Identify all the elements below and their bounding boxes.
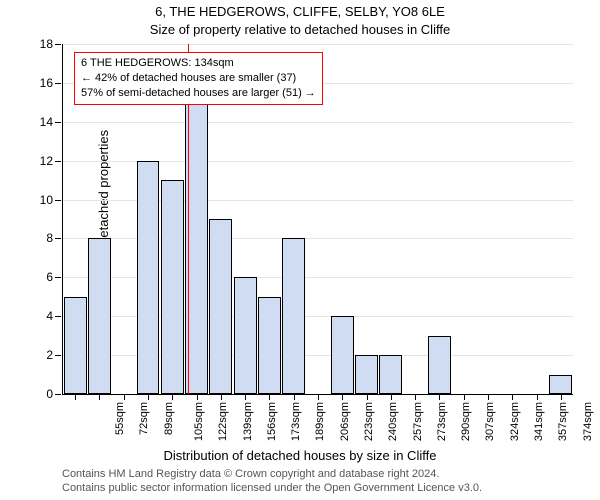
bar — [88, 238, 111, 394]
bar — [355, 355, 378, 394]
x-tick-label: 257sqm — [412, 402, 424, 441]
x-tick — [415, 394, 416, 400]
x-tick — [172, 394, 173, 400]
grid-line — [63, 44, 573, 45]
x-tick — [99, 394, 100, 400]
y-tick-label: 18 — [40, 37, 53, 51]
x-tick — [318, 394, 319, 400]
x-tick-label: 341sqm — [533, 402, 545, 441]
y-tick-label: 16 — [40, 76, 53, 90]
annotation-line: ← 42% of detached houses are smaller (37… — [81, 71, 316, 86]
bar — [209, 219, 232, 394]
footer-line-1: Contains HM Land Registry data © Crown c… — [62, 468, 439, 480]
x-tick-label: 89sqm — [163, 402, 175, 435]
x-tick-label: 122sqm — [217, 402, 229, 441]
y-tick — [55, 316, 61, 317]
x-tick-label: 324sqm — [509, 402, 521, 441]
x-tick — [464, 394, 465, 400]
bar — [161, 180, 184, 394]
y-tick-label: 2 — [46, 348, 53, 362]
y-tick — [55, 44, 61, 45]
x-tick — [245, 394, 246, 400]
x-tick — [148, 394, 149, 400]
annotation-box: 6 THE HEDGEROWS: 134sqm← 42% of detached… — [74, 52, 323, 105]
y-tick — [55, 394, 61, 395]
x-tick-label: 307sqm — [485, 402, 497, 441]
y-tick-label: 12 — [40, 154, 53, 168]
y-tick-label: 14 — [40, 115, 53, 129]
x-tick — [197, 394, 198, 400]
x-tick-label: 206sqm — [339, 402, 351, 441]
annotation-line: 57% of semi-detached houses are larger (… — [81, 86, 316, 101]
x-axis-label: Distribution of detached houses by size … — [0, 448, 600, 463]
y-tick-label: 4 — [46, 309, 53, 323]
footer-line-2: Contains public sector information licen… — [62, 482, 482, 494]
x-tick — [367, 394, 368, 400]
x-tick — [439, 394, 440, 400]
bar — [64, 297, 87, 394]
y-tick — [55, 83, 61, 84]
bar — [428, 336, 451, 394]
y-tick — [55, 238, 61, 239]
x-tick — [294, 394, 295, 400]
x-tick — [124, 394, 125, 400]
x-tick-label: 374sqm — [582, 402, 594, 441]
grid-line — [63, 122, 573, 123]
y-tick — [55, 355, 61, 356]
y-tick-label: 6 — [46, 270, 53, 284]
x-tick-label: 173sqm — [290, 402, 302, 441]
x-tick-label: 357sqm — [557, 402, 569, 441]
y-tick — [55, 277, 61, 278]
y-tick-label: 0 — [46, 387, 53, 401]
x-tick-label: 189sqm — [315, 402, 327, 441]
bar — [379, 355, 402, 394]
x-tick — [221, 394, 222, 400]
chart-title-main: 6, THE HEDGEROWS, CLIFFE, SELBY, YO8 6LE — [0, 4, 600, 19]
bar — [331, 316, 354, 394]
x-tick-label: 273sqm — [436, 402, 448, 441]
x-tick-label: 72sqm — [138, 402, 150, 435]
x-tick — [269, 394, 270, 400]
x-tick — [488, 394, 489, 400]
x-tick-label: 290sqm — [460, 402, 472, 441]
x-tick-label: 223sqm — [363, 402, 375, 441]
bar — [234, 277, 257, 394]
x-tick — [75, 394, 76, 400]
x-tick — [512, 394, 513, 400]
y-tick — [55, 161, 61, 162]
y-tick — [55, 122, 61, 123]
chart-title-sub: Size of property relative to detached ho… — [0, 22, 600, 37]
x-tick — [391, 394, 392, 400]
x-tick-label: 139sqm — [242, 402, 254, 441]
y-tick — [55, 200, 61, 201]
y-tick-label: 8 — [46, 231, 53, 245]
x-tick-label: 55sqm — [114, 402, 126, 435]
bar — [549, 375, 572, 394]
bar — [137, 161, 160, 394]
x-tick — [561, 394, 562, 400]
bar — [282, 238, 305, 394]
x-tick-label: 156sqm — [266, 402, 278, 441]
x-tick — [537, 394, 538, 400]
annotation-line: 6 THE HEDGEROWS: 134sqm — [81, 56, 316, 71]
x-tick-label: 105sqm — [193, 402, 205, 441]
x-tick-label: 240sqm — [387, 402, 399, 441]
bar — [258, 297, 281, 394]
y-tick-label: 10 — [40, 193, 53, 207]
x-tick — [342, 394, 343, 400]
